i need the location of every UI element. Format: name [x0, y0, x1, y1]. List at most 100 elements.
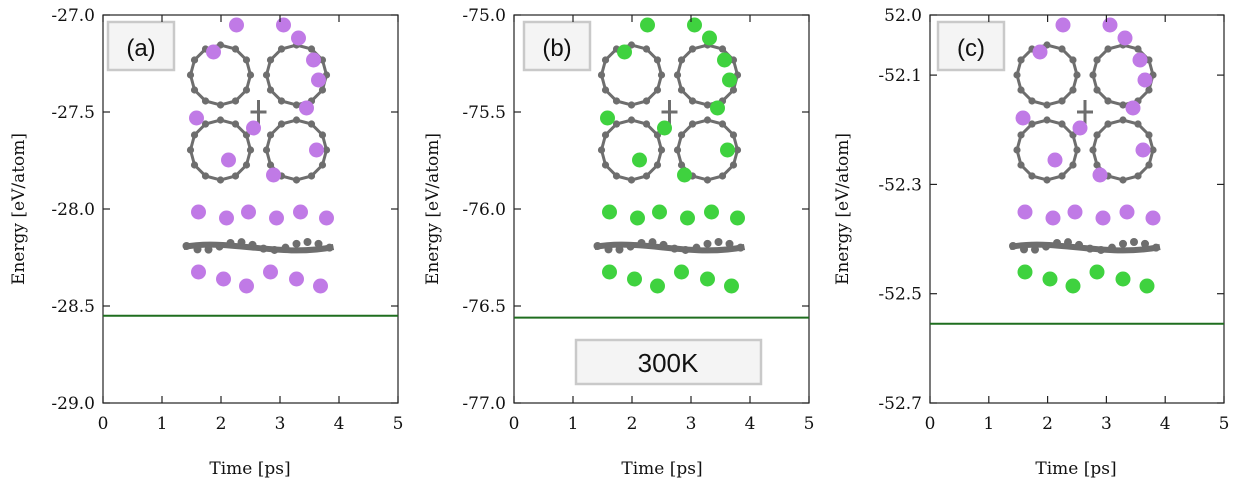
carbon-atom [1028, 97, 1036, 105]
x-tick-label: 0 [925, 414, 936, 434]
carbon-atom [242, 56, 251, 64]
carbon-atom [266, 86, 275, 94]
y-axis-label: Energy [eV/atom] [9, 133, 29, 285]
carbon-atom [1017, 86, 1025, 94]
y-tick-label: -52.5 [878, 285, 922, 305]
carbon-atom [216, 116, 225, 124]
y-axis-label: Energy [eV/atom] [833, 133, 853, 285]
metal-atom [1125, 100, 1141, 116]
metal-atom [239, 278, 254, 294]
carbon-atom [262, 71, 271, 79]
metal-atom [221, 152, 236, 168]
x-tick-label: 4 [1160, 414, 1171, 434]
carbon-atom [1119, 116, 1127, 124]
metal-atom [289, 271, 304, 287]
metal-atom [1047, 152, 1063, 168]
panel-label-box: (b) [522, 20, 592, 72]
y-tick-label: -27.5 [51, 103, 95, 123]
panel-label: (c) [957, 35, 985, 62]
carbon-atom [1053, 238, 1061, 247]
carbon-atom [182, 242, 191, 250]
carbon-atom [1104, 45, 1112, 53]
panel-b: (b) 300K -75.0 -75.5 -76.0 -76.5 -77.0 0 1 2 3 4… [423, 6, 814, 479]
y-tick-label: -52.1 [878, 66, 922, 86]
carbon-atom [642, 172, 651, 180]
carbon-atom [1043, 176, 1051, 184]
carbon-atom [1064, 238, 1072, 247]
metal-atom [266, 167, 281, 183]
metal-atom [720, 142, 735, 158]
carbon-atom [231, 45, 240, 53]
panel-label-box: (c) [936, 20, 1006, 72]
carbon-atom [703, 101, 712, 109]
carbon-atom [677, 56, 686, 64]
carbon-atom [1073, 71, 1081, 79]
carbon-atom [642, 120, 651, 128]
carbon-atom [1073, 146, 1081, 154]
x-tick-label: 1 [983, 414, 994, 434]
metal-atom [1119, 204, 1135, 220]
carbon-atom [648, 238, 657, 247]
panel-label: (a) [126, 35, 155, 62]
carbon-atom [1119, 239, 1127, 248]
molecule-inset [593, 17, 746, 294]
carbon-atom [292, 176, 301, 184]
metal-atom [717, 52, 732, 68]
carbon-atom [190, 86, 199, 94]
carbon-atom [201, 120, 210, 128]
carbon-atom [670, 244, 679, 253]
x-tick-label: 4 [334, 414, 345, 434]
y-tick-label: -28.0 [51, 200, 95, 220]
y-tick-label: -77.0 [462, 394, 506, 414]
carbon-atom [601, 161, 610, 169]
metal-atom [650, 278, 665, 294]
carbon-atom [1069, 161, 1077, 169]
carbon-atom [736, 243, 745, 252]
metal-atom [722, 72, 737, 88]
carbon-atom [653, 161, 662, 169]
carbon-atom [593, 242, 602, 250]
metal-atom [1145, 210, 1161, 226]
metal-atom [229, 17, 244, 33]
carbon-atom [1108, 243, 1116, 252]
metal-atom [1015, 110, 1031, 126]
carbon-atom [259, 244, 268, 253]
metal-atom [246, 120, 261, 136]
carbon-atom [597, 146, 606, 154]
carbon-atom [703, 176, 712, 184]
panel-label: (b) [542, 35, 571, 62]
carbon-atom [322, 146, 331, 154]
carbon-atom [248, 240, 257, 249]
metal-atom [291, 30, 306, 46]
carbon-atom [673, 71, 682, 79]
carbon-atom [1013, 71, 1021, 79]
metal-atom [1055, 17, 1071, 33]
carbon-atom [1058, 97, 1066, 105]
carbon-atom [1093, 86, 1101, 94]
carbon-atom [318, 86, 327, 94]
x-tick-label: 2 [216, 414, 227, 434]
carbon-atom [246, 71, 255, 79]
carbon-atom [1093, 56, 1101, 64]
molecule-inset [1009, 17, 1161, 294]
panel-a: (a) -27.0 -27.5 -28.0 -28.5 -29.0 0 1 2 3 4 5 Tim… [9, 6, 403, 479]
carbon-atom [318, 131, 327, 139]
metal-atom [216, 271, 231, 287]
temperature-box: 300K [574, 338, 763, 386]
carbon-atom [627, 116, 636, 124]
y-tick-label: -75.5 [462, 103, 506, 123]
metal-atom [640, 17, 655, 33]
metal-atom [652, 204, 667, 220]
x-tick-label: 5 [393, 414, 404, 434]
carbon-atom [657, 146, 666, 154]
metal-atom [674, 264, 689, 280]
panel-label-box: (a) [106, 20, 176, 72]
carbon-atom [1009, 242, 1017, 250]
metal-atom [311, 72, 326, 88]
metal-atom [306, 52, 321, 68]
carbon-atom [270, 245, 279, 254]
carbon-atom [1069, 56, 1077, 64]
carbon-atom [657, 71, 666, 79]
metal-atom [687, 17, 702, 33]
